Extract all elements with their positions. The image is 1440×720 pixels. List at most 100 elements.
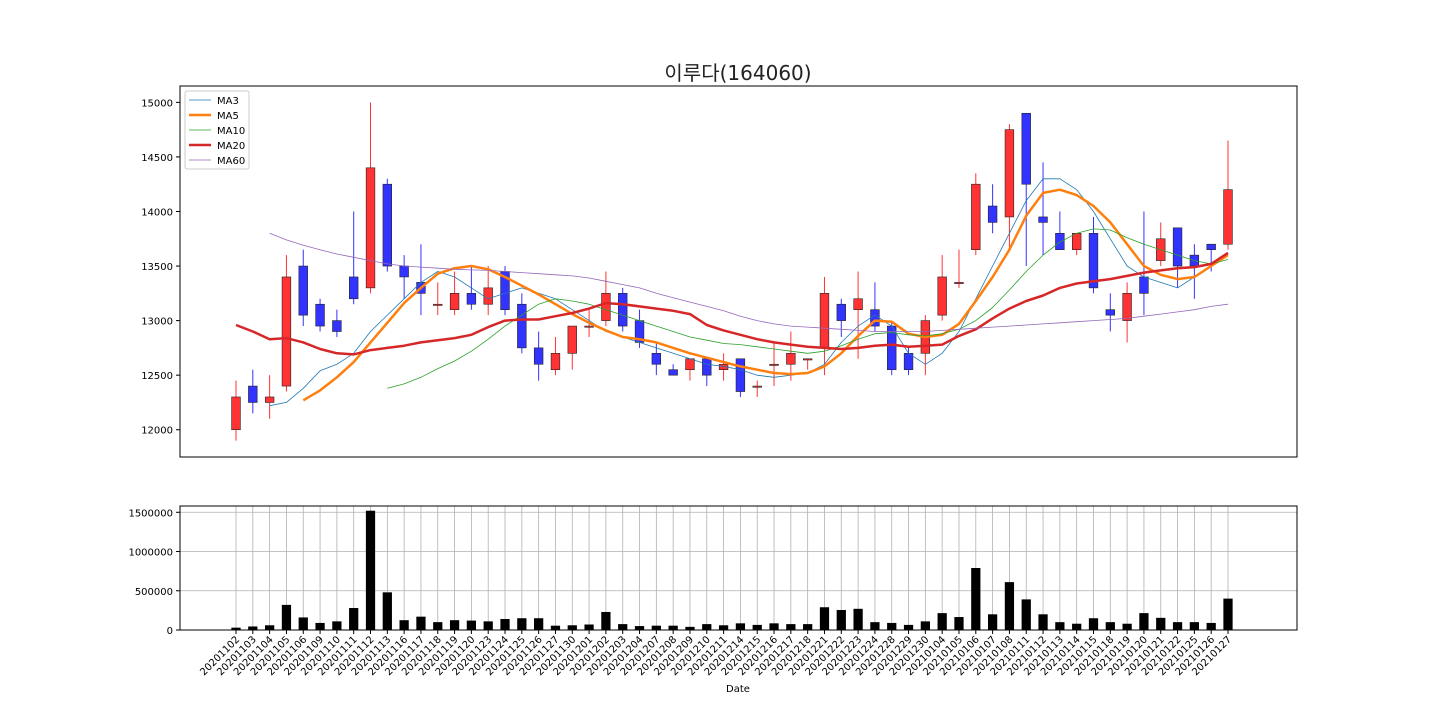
candle	[1021, 112, 1031, 267]
volume-bar	[449, 620, 460, 630]
volume-bar	[803, 624, 813, 630]
volume-bar	[534, 618, 544, 630]
price-y-tick-label: 15000	[141, 98, 173, 109]
candle-body	[769, 363, 779, 366]
candle	[802, 358, 813, 370]
candle	[382, 178, 392, 272]
volume-bar	[735, 623, 746, 630]
candle-body	[315, 303, 325, 327]
candle	[433, 282, 443, 316]
volume-bar	[718, 625, 729, 630]
candle-body	[786, 353, 796, 365]
candle	[1004, 124, 1015, 250]
candle-body	[853, 298, 863, 310]
volume-bar	[870, 622, 880, 630]
candle-body	[264, 396, 275, 403]
volume-bar	[248, 626, 258, 630]
candle	[971, 173, 981, 256]
volume-bar	[517, 618, 527, 630]
candle	[315, 298, 325, 332]
candle	[752, 380, 762, 397]
volume-bar	[853, 608, 863, 630]
candle-body	[1038, 216, 1048, 223]
volume-bar	[752, 624, 762, 630]
candle-body	[449, 293, 460, 310]
chart-title: 이루다(164060)	[664, 61, 811, 85]
legend-label: MA60	[217, 156, 245, 167]
volume-bar	[550, 625, 561, 630]
volume-bar	[433, 622, 443, 630]
volume-bar	[349, 608, 359, 630]
candle	[887, 320, 897, 376]
volume-bar	[702, 624, 712, 630]
candle	[365, 102, 376, 294]
candle-body	[752, 385, 762, 388]
volume-bar	[601, 611, 611, 630]
candle-body	[802, 358, 813, 361]
volume-bar	[567, 625, 577, 630]
volume-bar	[1088, 618, 1099, 630]
candle-body	[702, 358, 712, 376]
candle-body	[483, 287, 493, 305]
volume-bar	[231, 627, 241, 630]
candle-body	[1105, 309, 1115, 316]
candle-body	[248, 385, 258, 403]
candle	[349, 211, 359, 305]
candle-body	[1088, 233, 1099, 289]
volume-y-tick-label: 1000000	[128, 548, 173, 559]
candle-body	[819, 293, 830, 349]
volume-bar	[987, 614, 998, 630]
candle-body	[382, 183, 392, 267]
candle-body	[281, 276, 292, 387]
candle	[567, 325, 577, 370]
candle-body	[668, 369, 678, 376]
legend-label: MA20	[217, 141, 245, 152]
volume-y-tick-label: 500000	[135, 587, 173, 598]
candle	[517, 293, 527, 354]
price-y-tick-label: 13000	[141, 317, 173, 328]
volume-bar	[1105, 622, 1115, 630]
volume-bar	[786, 624, 796, 630]
candle	[332, 309, 342, 337]
candle-body	[399, 265, 409, 278]
ma-line-ma5	[302, 188, 1229, 402]
volume-bar	[315, 622, 325, 630]
volume-bar	[265, 625, 275, 630]
volume-bar	[971, 568, 981, 630]
volume-bar	[920, 621, 930, 630]
volume-bar	[1004, 582, 1015, 630]
candle	[1223, 140, 1233, 250]
candle	[769, 342, 779, 387]
candle-body	[231, 396, 241, 431]
candle-body	[298, 265, 308, 316]
candle-body	[1021, 112, 1031, 185]
candle	[500, 266, 510, 316]
candle-body	[937, 276, 947, 316]
volume-bar	[954, 617, 964, 630]
candle-body	[1055, 233, 1065, 250]
volume-bar	[1156, 617, 1166, 630]
candle-body	[550, 353, 561, 371]
volume-bar	[1038, 614, 1048, 630]
volume-bar	[298, 617, 308, 630]
ma-line-ma60	[269, 232, 1229, 332]
candle-body	[466, 293, 477, 305]
volume-bar	[365, 510, 376, 630]
candle-body	[836, 303, 846, 321]
volume-bar	[903, 624, 914, 630]
candle	[1105, 293, 1115, 332]
volume-bar	[1021, 599, 1031, 630]
price-plot-area	[179, 85, 1298, 458]
candle	[954, 249, 964, 288]
volume-bar	[1122, 623, 1132, 630]
ma-line-ma20	[235, 251, 1229, 356]
candle-body	[433, 303, 443, 306]
candle-body	[971, 183, 981, 250]
candle	[449, 271, 460, 316]
volume-bar	[651, 625, 661, 630]
volume-bar	[483, 621, 493, 630]
volume-bar	[618, 624, 628, 630]
volume-bar	[466, 620, 477, 630]
